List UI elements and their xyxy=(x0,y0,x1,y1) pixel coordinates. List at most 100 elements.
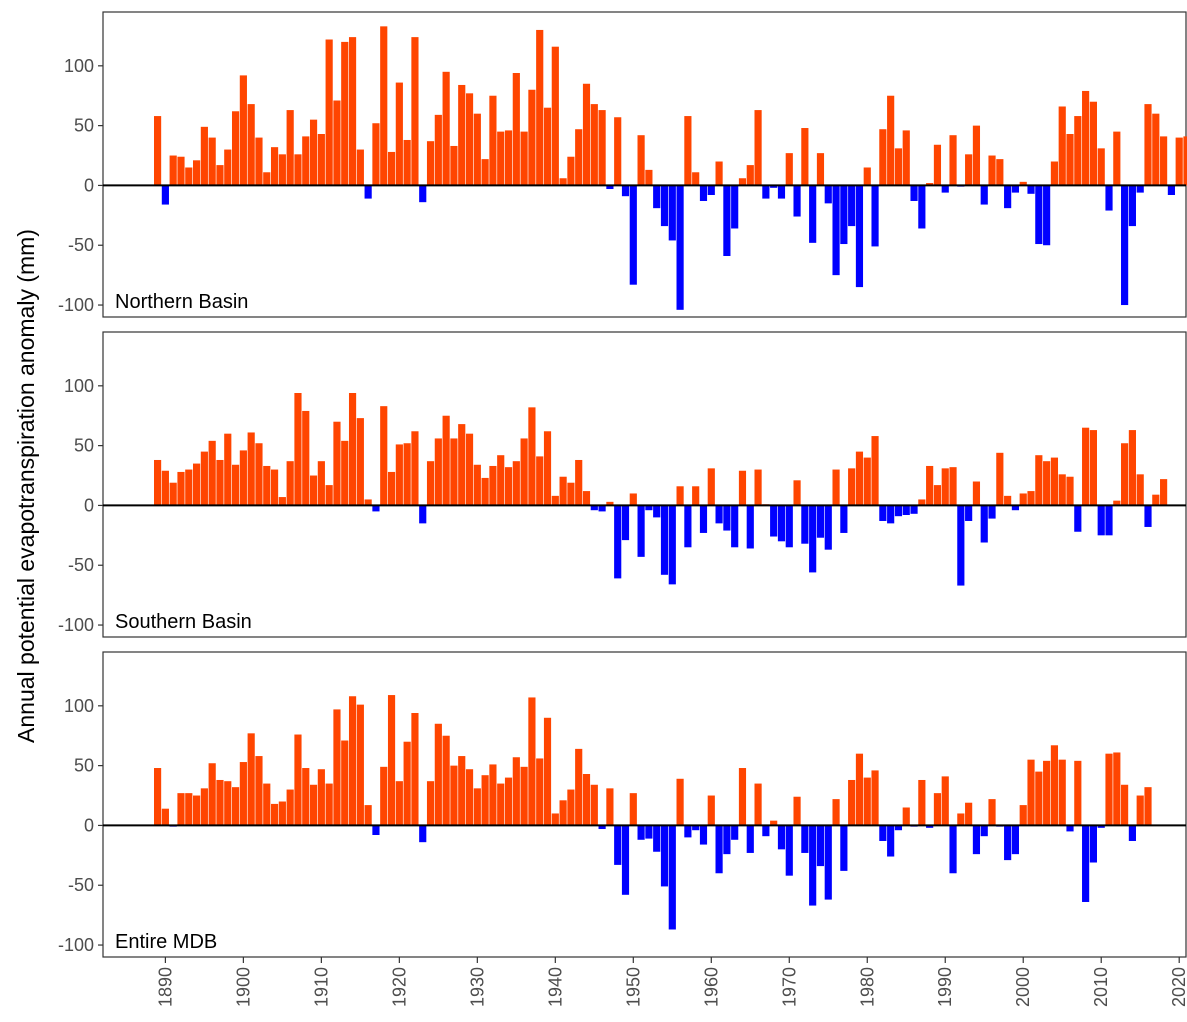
y-tick-label: 100 xyxy=(64,376,94,396)
bar-1976 xyxy=(832,799,840,826)
panel-1: 100 50 0 -50 -100 Northern Basin xyxy=(58,11,1187,318)
bar-1894 xyxy=(193,795,201,826)
bar-1930 xyxy=(473,464,481,506)
bar-1981 xyxy=(871,436,879,506)
bar-1894 xyxy=(193,160,201,186)
bar-1988 xyxy=(926,183,934,186)
y-axis-title: Annual potential evapotranspiration anom… xyxy=(13,229,39,743)
bar-1921 xyxy=(403,139,411,186)
bar-1914 xyxy=(348,393,357,506)
bar-2006 xyxy=(1066,476,1074,506)
bar-1989 xyxy=(933,485,942,506)
bar-1969 xyxy=(777,505,786,542)
bar-1904 xyxy=(270,469,279,506)
bar-1961 xyxy=(715,161,723,186)
bar-1925 xyxy=(434,438,442,506)
y-tick-label: 0 xyxy=(84,815,94,835)
bar-1920 xyxy=(395,82,403,186)
bar-1990 xyxy=(941,185,949,193)
bar-1937 xyxy=(528,407,536,506)
panel-frame xyxy=(102,331,1187,638)
bar-1929 xyxy=(465,769,474,826)
bar-2000 xyxy=(1019,181,1027,186)
bar-1904 xyxy=(270,803,279,826)
bar-2020 xyxy=(1175,137,1183,186)
bar-2001 xyxy=(1027,759,1035,826)
bar-2010 xyxy=(1097,505,1105,536)
bar-1978 xyxy=(848,779,856,826)
bar-1939 xyxy=(543,107,552,186)
bar-1974 xyxy=(816,825,825,867)
bar-1965 xyxy=(746,825,754,853)
bar-2012 xyxy=(1113,131,1121,186)
bar-1982 xyxy=(879,825,887,841)
bar-1984 xyxy=(894,505,903,517)
bar-2011 xyxy=(1105,505,1113,536)
bar-1914 xyxy=(348,696,357,826)
bar-1990 xyxy=(941,776,949,826)
bar-1983 xyxy=(887,825,895,857)
bar-1972 xyxy=(801,825,809,853)
bar-1940 xyxy=(551,495,559,506)
bar-1927 xyxy=(450,145,458,186)
bar-1909 xyxy=(309,475,318,506)
bar-2015 xyxy=(1136,185,1144,193)
bar-1953 xyxy=(653,505,661,518)
bar-1958 xyxy=(692,172,700,186)
bar-1966 xyxy=(754,110,762,186)
bar-1922 xyxy=(411,37,419,186)
bar-1895 xyxy=(200,788,208,826)
bar-2018 xyxy=(1160,136,1168,186)
bar-1932 xyxy=(489,465,497,506)
bar-1949 xyxy=(621,825,630,895)
bar-1949 xyxy=(621,505,630,541)
bar-1999 xyxy=(1011,185,1020,193)
bar-1905 xyxy=(278,497,286,506)
bar-1911 xyxy=(325,39,333,186)
bar-1994 xyxy=(972,825,981,855)
bar-1924 xyxy=(426,781,435,826)
bar-1940 xyxy=(551,813,559,826)
bar-1941 xyxy=(559,800,567,826)
bar-1971 xyxy=(793,796,801,826)
bar-2005 xyxy=(1058,474,1066,506)
bar-2005 xyxy=(1058,759,1066,826)
bar-1935 xyxy=(512,73,520,186)
bar-1943 xyxy=(575,129,583,186)
bar-1978 xyxy=(848,468,856,506)
bar-1964 xyxy=(738,470,747,506)
bar-1979 xyxy=(855,451,864,506)
bar-1916 xyxy=(364,185,372,199)
bar-1889 xyxy=(154,116,162,186)
bar-1899 xyxy=(231,464,240,506)
bar-2016 xyxy=(1144,787,1152,826)
bar-1957 xyxy=(684,116,692,186)
bar-1983 xyxy=(887,505,895,524)
bar-2004 xyxy=(1050,745,1059,826)
bar-1993 xyxy=(965,802,973,826)
bar-1965 xyxy=(746,505,754,549)
bar-1984 xyxy=(894,148,903,186)
bar-2013 xyxy=(1121,185,1129,306)
bar-1945 xyxy=(590,505,598,511)
bar-1956 xyxy=(676,185,684,310)
bar-1947 xyxy=(606,501,614,506)
bar-1907 xyxy=(294,734,302,826)
bar-1962 xyxy=(723,185,731,256)
bar-1991 xyxy=(949,825,957,874)
bar-1938 xyxy=(536,758,544,826)
bar-2001 xyxy=(1027,185,1035,194)
x-tick-label: 2000 xyxy=(1013,967,1033,1007)
bar-2008 xyxy=(1082,825,1090,902)
bar-1896 xyxy=(208,137,216,186)
bar-2006 xyxy=(1066,825,1074,832)
bar-1988 xyxy=(926,825,934,828)
bar-1923 xyxy=(419,825,427,843)
bar-2000 xyxy=(1019,493,1027,506)
bar-2013 xyxy=(1121,784,1129,826)
bar-1957 xyxy=(684,505,692,548)
bar-1895 xyxy=(200,126,208,186)
bar-1927 xyxy=(450,438,458,506)
bar-1978 xyxy=(848,185,856,227)
bar-1929 xyxy=(465,433,474,506)
